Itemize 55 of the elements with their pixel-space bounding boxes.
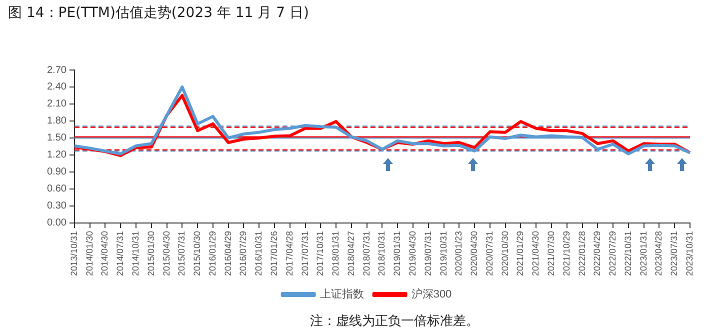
x-tick-label: 2017/04/28 (284, 230, 294, 276)
y-tick-label: 0.30 (46, 200, 67, 212)
x-tick-label: 2016/07/29 (238, 230, 248, 276)
x-tick-label: 2023/01/31 (638, 230, 648, 276)
y-tick-label: 1.20 (46, 150, 67, 161)
x-tick-label: 2020/10/30 (500, 230, 510, 276)
x-tick-label: 2018/04/27 (346, 230, 356, 276)
y-tick-label: 0.00 (46, 218, 67, 229)
x-tick-label: 2021/01/29 (515, 230, 526, 276)
y-tick-label: 1.50 (46, 132, 67, 144)
x-tick-label: 2015/04/30 (161, 230, 172, 276)
x-tick-label: 2021/10/29 (561, 230, 572, 276)
x-tick-label: 2021/07/30 (546, 230, 556, 276)
x-tick-label: 2022/10/31 (622, 230, 633, 276)
x-tick-label: 2014/01/30 (84, 230, 94, 276)
x-tick-label: 2020/07/31 (484, 230, 494, 276)
y-tick-label: 2.40 (46, 82, 67, 93)
text: 注：虚线为正负一倍标准差。 (310, 313, 479, 330)
x-tick-label: 2020/04/30 (469, 230, 480, 276)
x-tick-label: 2019/01/31 (392, 230, 402, 276)
x-tick-label: 2014/10/31 (130, 230, 140, 276)
x-tick-label: 2017/01/26 (268, 230, 279, 276)
x-tick-label: 2017/10/31 (315, 230, 326, 276)
x-tick-label: 2017/07/31 (300, 230, 310, 276)
x-tick-label: 2014/07/31 (115, 230, 126, 276)
x-tick-label: 2019/07/31 (422, 230, 433, 276)
y-tick-label: 1.80 (46, 116, 67, 127)
y-tick-label: 0.60 (46, 184, 67, 195)
x-tick-label: 2015/01/30 (146, 230, 156, 276)
x-tick-label: 2019/04/30 (407, 230, 418, 276)
x-tick-label: 2022/04/29 (592, 230, 602, 276)
x-tick-label: 2015/07/31 (176, 230, 187, 276)
x-tick-label: 2015/10/30 (192, 230, 202, 276)
x-tick-label: 2022/01/28 (576, 230, 587, 276)
x-tick-label: 2019/10/31 (438, 230, 448, 276)
x-tick-label: 2018/01/31 (330, 230, 341, 276)
x-tick-label: 2023/10/31 (684, 230, 694, 276)
x-tick-label: 2023/04/28 (654, 230, 664, 276)
x-tick-label: 2023/07/31 (669, 230, 680, 276)
legend-label: 沪深300 (411, 288, 452, 301)
x-tick-label: 2020/01/23 (454, 230, 464, 276)
y-tick-label: 2.10 (46, 98, 67, 110)
x-tick-label: 2013/10/31 (68, 230, 79, 276)
x-tick-label: 2014/04/30 (100, 230, 110, 276)
x-tick-label: 2022/07/29 (608, 230, 618, 276)
chart-title: 图 14：PE(TTM)估值走势(2023 年 11 月 7 日) (8, 4, 309, 22)
x-tick-label: 2018/07/31 (361, 230, 372, 276)
x-tick-label: 2018/10/31 (376, 230, 387, 276)
x-tick-label: 2021/04/30 (530, 230, 541, 276)
y-tick-label: 0.90 (46, 166, 67, 178)
x-tick-label: 2016/01/29 (207, 230, 218, 276)
y-tick-label: 2.70 (46, 64, 67, 76)
x-tick-label: 2016/10/31 (254, 230, 264, 276)
legend-label: 上证指数 (320, 288, 364, 301)
x-tick-label: 2016/04/29 (222, 230, 233, 276)
